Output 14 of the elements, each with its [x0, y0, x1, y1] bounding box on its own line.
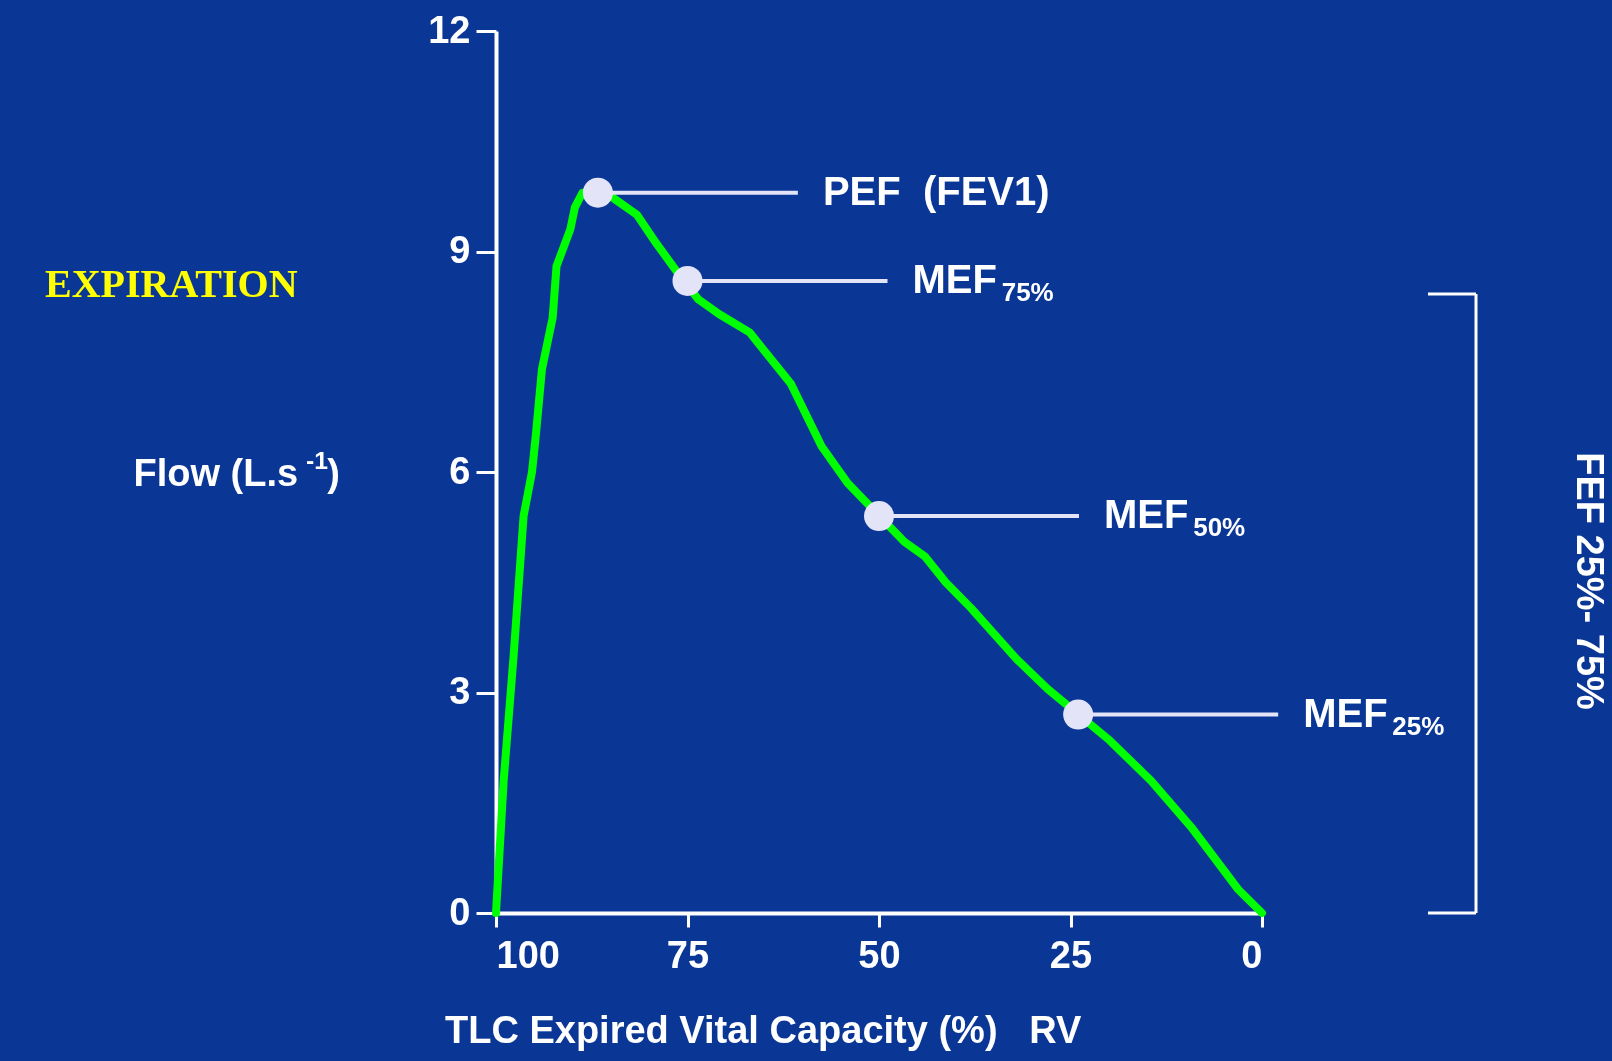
x-tick-label: 75 [666, 933, 710, 976]
y-tick-label: 0 [449, 890, 471, 933]
annotation: PEF (FEV1) [822, 168, 1050, 213]
x-tick-label: 50 [858, 933, 901, 976]
y-tick-label: 9 [449, 229, 471, 271]
text: EXPIRATION [45, 261, 298, 306]
x-axis-title: TLC Expired Vital Capacity (%) RV [445, 1009, 1082, 1051]
x-tick-label: 0 [1241, 933, 1263, 976]
text: FEF 25%- 75% [1569, 452, 1611, 710]
x-tick-label: 100 [496, 933, 560, 976]
y-tick-label: 12 [428, 8, 471, 51]
y-tick-label: 3 [449, 670, 471, 712]
x-tick-label: 25 [1049, 933, 1093, 976]
y-tick-label: 6 [449, 449, 471, 492]
